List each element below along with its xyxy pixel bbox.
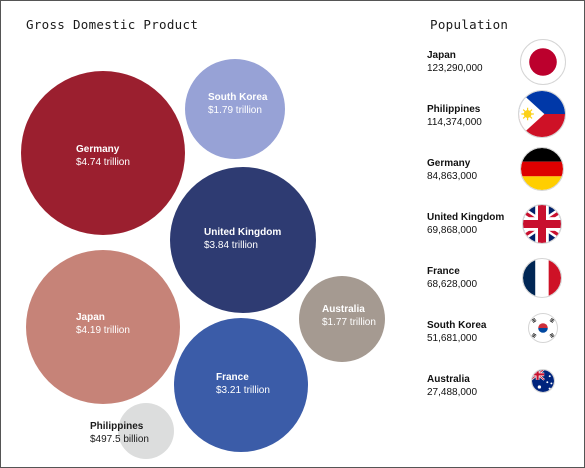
population-row-south-korea: South Korea 51,681,000 [427, 320, 577, 366]
bubble-value-label: $3.84 trillion [204, 240, 258, 251]
population-country-name: South Korea [427, 320, 487, 331]
bubble-country-label: Japan [76, 312, 105, 323]
population-value: 51,681,000 [427, 333, 478, 344]
bubble-circle-france [174, 318, 308, 452]
population-row-united-kingdom: United Kingdom 69,868,000 [427, 212, 577, 258]
population-title: Population [430, 17, 509, 32]
bubble-south-korea: South Korea $1.79 trillion [185, 59, 285, 159]
bubble-value-label: $4.74 trillion [76, 157, 130, 168]
population-value: 123,290,000 [427, 63, 483, 74]
australia-flag-icon [531, 369, 555, 393]
population-row-germany: Germany 84,863,000 [427, 158, 577, 204]
bubble-country-label: France [216, 372, 249, 383]
gdp-bubble-chart: Germany $4.74 trillion South Korea $1.79 tr… [21, 59, 385, 459]
bubble-japan: Japan $4.19 trillion [26, 250, 180, 404]
population-row-france: France 68,628,000 [427, 266, 577, 312]
bubble-philippines: Philippines $497.5 billion [90, 403, 174, 459]
population-value: 27,488,000 [427, 387, 478, 398]
bubble-france: France $3.21 trillion [174, 318, 308, 452]
population-country-name: France [427, 266, 460, 277]
philippines-flag-icon [518, 90, 566, 138]
bubble-country-label: Australia [322, 304, 365, 315]
germany-flag-icon [520, 147, 564, 191]
population-value: 68,628,000 [427, 279, 478, 290]
bubble-united-kingdom: United Kingdom $3.84 trillion [170, 167, 316, 313]
population-value: 69,868,000 [427, 225, 478, 236]
bubble-circle-united-kingdom [170, 167, 316, 313]
bubble-value-label: $1.79 trillion [208, 105, 262, 116]
population-row-japan: Japan 123,290,000 [427, 50, 577, 96]
population-country-name: Philippines [427, 104, 481, 115]
population-country-name: Germany [427, 158, 471, 169]
bubble-circle-japan [26, 250, 180, 404]
bubble-value-label: $4.19 trillion [76, 325, 130, 336]
bubble-country-label: Germany [76, 144, 120, 155]
population-country-name: United Kingdom [427, 212, 505, 223]
population-country-name: Japan [427, 50, 456, 61]
population-value: 114,374,000 [427, 117, 482, 128]
bubble-value-label: $497.5 billion [90, 434, 149, 445]
bubble-circle-germany [21, 71, 185, 235]
bubble-australia: Australia $1.77 trillion [299, 276, 385, 362]
population-country-name: Australia [427, 374, 470, 385]
bubble-country-label: United Kingdom [204, 227, 281, 238]
bubble-circle-philippines [118, 403, 174, 459]
gdp-title: Gross Domestic Product [26, 17, 199, 32]
south-korea-flag-icon [528, 313, 558, 343]
bubble-country-label: Philippines [90, 421, 144, 432]
bubble-circle-south-korea [185, 59, 285, 159]
bubble-germany: Germany $4.74 trillion [21, 71, 185, 235]
bubble-value-label: $3.21 trillion [216, 385, 270, 396]
bubble-value-label: $1.77 trillion [322, 317, 376, 328]
population-row-australia: Australia 27,488,000 [427, 374, 577, 420]
japan-flag-icon [520, 39, 566, 85]
bubble-circle-australia [299, 276, 385, 362]
bubble-country-label: South Korea [208, 92, 268, 103]
population-value: 84,863,000 [427, 171, 478, 182]
population-row-philippines: Philippines 114,374,000 [427, 104, 577, 150]
united-kingdom-flag-icon [522, 204, 562, 244]
france-flag-icon [522, 258, 562, 298]
